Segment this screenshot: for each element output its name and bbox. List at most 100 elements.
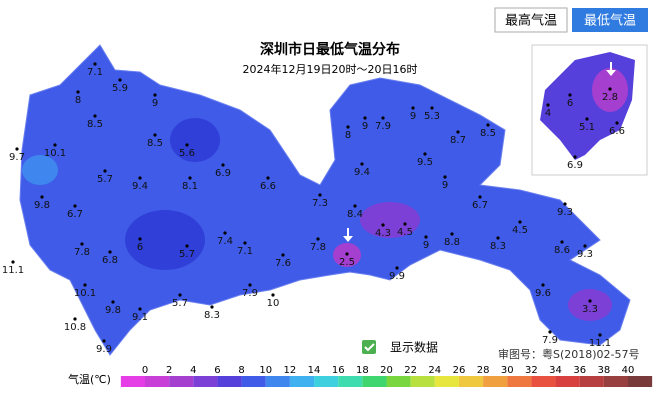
legend-tick-label: 18 [356,365,369,376]
station-dot [93,62,97,66]
station-dot [103,169,107,173]
station-value: 6.9 [215,168,231,179]
station-value: 9.9 [96,344,112,355]
station-dot [541,283,545,287]
station-value: 5.1 [579,122,595,133]
station-dot [381,116,385,120]
station-value: 11.1 [589,338,611,349]
station-dot [353,204,357,208]
min-button[interactable] [572,8,648,32]
station-value: 9.6 [535,288,551,299]
station-value: 8.3 [490,241,506,252]
legend-tick-label: 6 [214,365,220,376]
station-dot [583,244,587,248]
station-dot [281,253,285,257]
legend-swatch [193,376,218,387]
station-value: 2.8 [602,92,618,103]
station-value: 9 [410,111,416,122]
check [364,343,375,352]
station-value: 10.1 [74,288,96,299]
station-value: 9.3 [557,207,573,218]
station-value: 7.3 [312,198,328,209]
warm-patch [22,155,58,185]
legend-tick-label: 30 [501,365,514,376]
station-value: 8 [75,95,81,106]
station-dot [363,116,367,120]
station-dot [486,123,490,127]
station-value: 9.8 [34,200,50,211]
checkbox[interactable] [362,340,376,354]
station-value: 6.7 [67,209,83,220]
station-value: 6 [137,242,143,253]
station-dot [316,237,320,241]
station-dot [518,220,522,224]
cold-patch [360,202,420,238]
legend-swatch [338,376,363,387]
legend-swatch [531,376,556,387]
station-dot [395,266,399,270]
station-value: 7.8 [74,247,90,258]
min-button-label[interactable]: 最低气温 [584,13,636,29]
station-value: 8.1 [182,181,198,192]
legend-swatch [217,376,242,387]
max-button[interactable] [494,7,568,33]
station-dot [585,117,589,121]
station-dot [271,293,275,297]
legend-tick-label: 26 [453,365,466,376]
station-dot [102,339,106,343]
station-value: 2.5 [339,257,355,268]
station-dot [138,176,142,180]
legend-tick-label: 32 [525,365,538,376]
station-value: 11.1 [2,265,24,276]
station-value: 5.7 [97,174,113,185]
station-value: 5.7 [179,249,195,260]
station-dot [456,130,460,134]
legend-swatch [362,376,387,387]
show-data-label[interactable]: 显示数据 [390,340,438,355]
station-dot [266,176,270,180]
station-value: 9 [423,240,429,251]
legend-tick-label: 38 [597,365,610,376]
station-value: 9.7 [9,152,25,163]
max-button-label[interactable]: 最高气温 [505,13,557,29]
station-dot [424,235,428,239]
station-value: 5.3 [424,111,440,122]
station-value: 7.1 [237,246,253,257]
legend-tick-label: 0 [142,365,148,376]
station-dot [153,93,157,97]
station-dot [560,240,564,244]
legend-swatch [265,376,290,387]
station-dot [573,155,577,159]
legend-swatch [120,376,145,387]
legend-swatch [145,376,170,387]
station-dot [108,250,112,254]
station-value: 6.9 [567,160,583,171]
station-dot [381,223,385,227]
approval-number: 审图号：粤S(2018)02-57号 [498,347,640,361]
min-arrow [606,62,616,76]
title: 深圳市日最低气温分布 [260,41,400,58]
station-dot [138,237,142,241]
station-dot [346,125,350,129]
legend-swatch [555,376,580,387]
station-value: 7.9 [542,335,558,346]
station-value: 4.5 [397,227,413,238]
station-value: 8.5 [147,138,163,149]
legend-tick-label: 8 [238,365,244,376]
station-value: 9.9 [389,271,405,282]
station-value: 7.6 [275,258,291,269]
legend-tick-label: 14 [308,365,321,376]
station-value: 7.9 [375,121,391,132]
legend-swatch [314,376,339,387]
station-dot [73,204,77,208]
legend-tick-label: 2 [166,365,172,376]
station-value: 9.3 [577,249,593,260]
station-dot [73,317,77,321]
station-dot [496,236,500,240]
map [19,44,648,356]
station-dot [80,242,84,246]
station-dot [318,193,322,197]
station-dot [210,305,214,309]
station-dot [153,133,157,137]
toggle[interactable]: 最高气温 最低气温 [494,7,648,33]
